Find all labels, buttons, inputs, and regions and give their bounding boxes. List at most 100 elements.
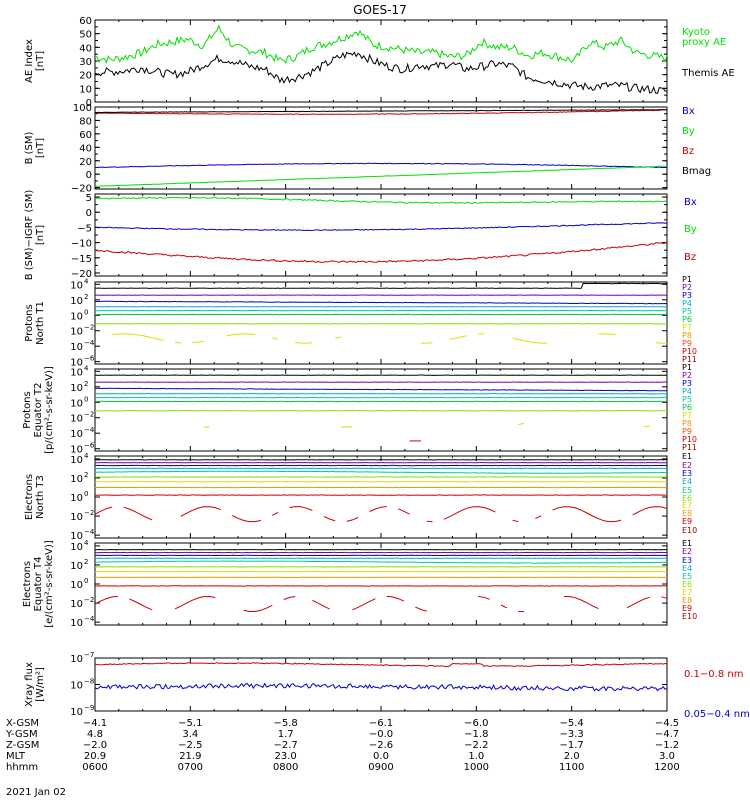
- y-tick-label: 10: [70, 445, 83, 456]
- y-tick-exponent: −2: [84, 411, 94, 419]
- legend-entry: Bz: [684, 252, 696, 263]
- y-tick-exponent: 4: [84, 364, 89, 372]
- y-tick-label: 10: [70, 580, 83, 591]
- ephemeris-value: −5.1: [178, 718, 202, 729]
- y-tick-exponent: −6: [84, 355, 95, 363]
- y-tick-label: 10: [70, 599, 83, 610]
- y-axis-label: [nT]: [35, 51, 46, 71]
- y-axis-label: B (SM)−IGRF (SM): [24, 190, 35, 281]
- proton-channel-line: [94, 282, 668, 289]
- y-tick-exponent: −4: [84, 426, 95, 434]
- y-tick-label: 0: [86, 208, 92, 219]
- y-tick-label: 10: [70, 681, 83, 692]
- ephemeris-value: 0900: [368, 762, 393, 773]
- legend-entry: By: [684, 224, 697, 235]
- electron-channel-line: [94, 470, 668, 474]
- bz-line: [94, 242, 668, 264]
- legend-entry: E2: [682, 547, 692, 556]
- legend-entry: P8: [682, 331, 692, 340]
- proton-channel-line: [112, 333, 667, 344]
- legend-entry: E5: [682, 572, 692, 581]
- legend-entry: P8: [682, 419, 692, 428]
- y-tick-exponent: 4: [84, 539, 89, 547]
- ephemeris-value: −4.5: [655, 718, 679, 729]
- ephemeris-value: −5.4: [560, 718, 584, 729]
- legend-entry: E1: [682, 452, 692, 461]
- xray-short-line: [94, 682, 668, 692]
- legend-entry: P6: [682, 403, 692, 412]
- by-line: [94, 196, 668, 204]
- y-axis-label: Equator T2: [33, 383, 44, 438]
- proton-channel-line: [95, 387, 668, 392]
- legend-entry: E8: [682, 509, 692, 518]
- y-tick-label: 10: [70, 512, 83, 523]
- legend-entry: E8: [682, 596, 692, 605]
- ephemeris-value: −2.2: [464, 740, 488, 751]
- y-tick-label: 100: [73, 103, 92, 114]
- y-tick-label: 10: [70, 542, 83, 553]
- y-tick-exponent: 0: [84, 308, 88, 316]
- bmag-line: [94, 109, 667, 114]
- y-tick-exponent: −6: [84, 442, 95, 450]
- y-tick-exponent: 2: [84, 471, 88, 479]
- legend-entry: Bmag: [682, 166, 711, 177]
- legend-entry: P6: [682, 315, 692, 324]
- y-axis-label: North T3: [35, 475, 46, 519]
- legend-entry: P10: [682, 347, 697, 356]
- y-tick-label: 60: [79, 16, 92, 27]
- y-tick-label: 10: [70, 296, 83, 307]
- legend-entry: P7: [682, 411, 692, 420]
- legend-entry: E9: [682, 604, 692, 613]
- electron-channel-line: [94, 506, 668, 523]
- bx-line: [94, 222, 668, 232]
- ephemeris-value: 20.9: [84, 751, 106, 762]
- legend-entry: Bx: [682, 106, 695, 117]
- ephemeris-value: −6.1: [369, 718, 393, 729]
- ephemeris-row-label: Y-GSM: [5, 729, 38, 740]
- ephemeris-value: 0700: [178, 762, 203, 773]
- ephemeris-value: 0.0: [373, 751, 389, 762]
- y-tick-label: 10: [70, 618, 83, 629]
- legend-entry: P1: [682, 275, 692, 284]
- plot-title: GOES-17: [353, 3, 407, 17]
- kyoto-proxy-ae-line: [94, 24, 668, 64]
- y-axis-label: [p/(cm²-s-sr-keV)]: [44, 366, 55, 454]
- y-tick-label: 10: [70, 342, 83, 353]
- legend-entry: E10: [682, 526, 697, 535]
- y-tick-exponent: −4: [84, 339, 95, 347]
- ephemeris-row-label: hhmm: [6, 762, 38, 773]
- panel-frame: [94, 368, 668, 452]
- y-tick-label: 80: [79, 116, 92, 127]
- ephemeris-value: −1.8: [464, 729, 488, 740]
- y-tick-label: 10: [70, 531, 83, 542]
- y-tick-label: 10: [70, 383, 83, 394]
- ephemeris-value: −6.0: [464, 718, 488, 729]
- y-axis-label: North T1: [35, 301, 46, 345]
- ephemeris-value: 1100: [559, 762, 584, 773]
- ephemeris-value: −4.1: [83, 718, 107, 729]
- y-tick-exponent: −9: [84, 704, 94, 712]
- proton-channel-line: [94, 300, 668, 305]
- y-tick-exponent: −8: [84, 678, 94, 686]
- ephemeris-value: −0.0: [369, 729, 393, 740]
- ephemeris-row-label: Z-GSM: [6, 740, 39, 751]
- y-tick-exponent: 0: [84, 490, 88, 498]
- legend-entry: By: [682, 126, 695, 137]
- legend-entry: Themis AE: [681, 68, 735, 79]
- y-tick-exponent: −2: [84, 509, 94, 517]
- y-axis-label: B (SM): [24, 131, 35, 164]
- y-tick-label: 0: [86, 98, 92, 109]
- xray-long-line: [94, 662, 668, 668]
- y-tick-label: 40: [79, 43, 92, 54]
- ephemeris-value: −3.3: [560, 729, 584, 740]
- legend-entry: Bx: [684, 197, 697, 208]
- y-tick-label: 10: [70, 358, 83, 369]
- ephemeris-value: 23.0: [275, 751, 297, 762]
- ephemeris-value: 21.9: [179, 751, 201, 762]
- y-tick-label: 10: [70, 493, 83, 504]
- y-tick-exponent: −7: [84, 651, 94, 659]
- y-axis-label: Protons: [22, 391, 33, 428]
